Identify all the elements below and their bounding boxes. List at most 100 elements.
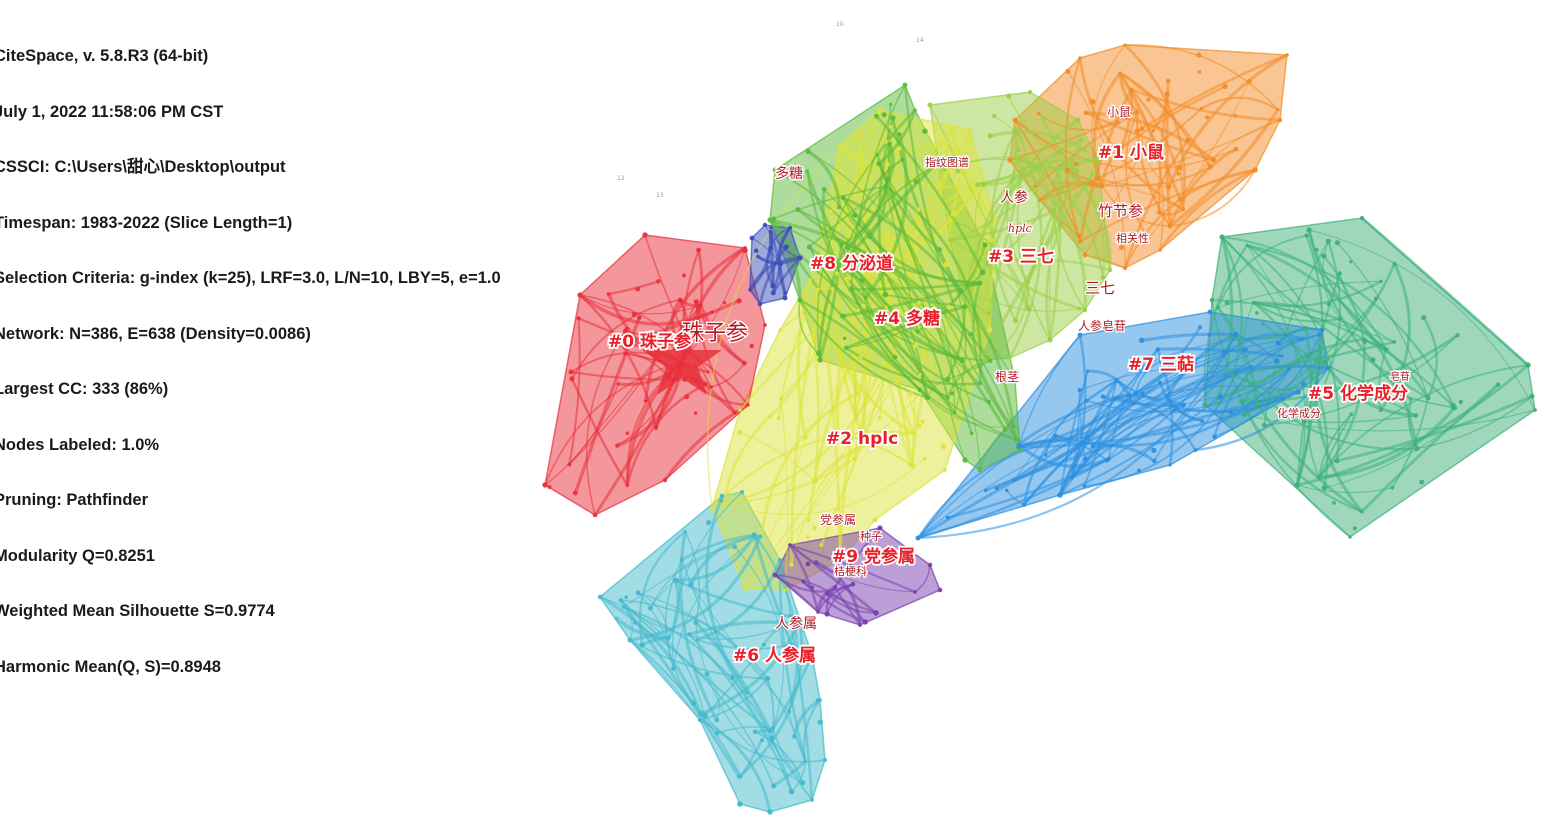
network-node[interactable] <box>631 311 637 317</box>
network-node[interactable] <box>679 557 684 563</box>
network-node[interactable] <box>547 485 552 489</box>
network-node[interactable] <box>955 168 961 174</box>
network-node[interactable] <box>1228 335 1233 340</box>
network-node[interactable] <box>572 490 578 496</box>
network-node[interactable] <box>1167 223 1173 229</box>
network-node[interactable] <box>1285 53 1289 57</box>
network-node[interactable] <box>787 225 793 231</box>
network-node[interactable] <box>801 579 806 584</box>
network-node[interactable] <box>838 558 842 562</box>
network-node[interactable] <box>1451 404 1458 411</box>
network-node[interactable] <box>1317 332 1322 337</box>
network-node[interactable] <box>732 410 738 415</box>
network-node[interactable] <box>1012 318 1019 324</box>
network-node[interactable] <box>732 544 737 550</box>
network-node[interactable] <box>1002 427 1008 432</box>
network-node[interactable] <box>1014 127 1019 132</box>
network-node[interactable] <box>683 530 687 534</box>
network-node[interactable] <box>857 131 862 136</box>
network-node[interactable] <box>679 298 683 302</box>
network-node[interactable] <box>922 457 927 461</box>
network-node[interactable] <box>622 328 628 334</box>
network-node[interactable] <box>1106 456 1112 462</box>
network-node[interactable] <box>982 242 988 248</box>
network-node[interactable] <box>805 561 811 567</box>
network-node[interactable] <box>690 700 697 706</box>
network-node[interactable] <box>1207 164 1213 170</box>
network-node[interactable] <box>1228 410 1234 415</box>
cluster-label-9[interactable]: #9 党参属 <box>830 544 917 569</box>
network-node[interactable] <box>1222 83 1228 89</box>
network-node[interactable] <box>769 225 773 230</box>
network-node[interactable] <box>1135 109 1140 114</box>
network-node[interactable] <box>837 142 843 148</box>
network-node[interactable] <box>1139 337 1145 343</box>
network-node[interactable] <box>693 299 699 305</box>
network-node[interactable] <box>1165 395 1170 400</box>
network-node[interactable] <box>958 288 964 294</box>
network-node[interactable] <box>1156 210 1162 215</box>
network-node[interactable] <box>770 290 776 296</box>
network-node[interactable] <box>1122 265 1128 271</box>
network-node[interactable] <box>848 286 855 292</box>
network-node[interactable] <box>701 712 707 718</box>
network-node[interactable] <box>1210 157 1217 163</box>
network-node[interactable] <box>885 176 891 182</box>
network-node[interactable] <box>625 431 629 435</box>
network-node[interactable] <box>726 325 732 331</box>
network-node[interactable] <box>1158 248 1162 252</box>
network-node[interactable] <box>1325 238 1331 244</box>
network-node[interactable] <box>783 291 788 295</box>
network-node[interactable] <box>1304 354 1309 358</box>
network-node[interactable] <box>867 234 873 240</box>
network-node[interactable] <box>1040 115 1045 121</box>
network-node[interactable] <box>1219 234 1225 240</box>
network-node[interactable] <box>909 462 915 469</box>
network-node[interactable] <box>887 141 892 147</box>
network-node[interactable] <box>942 168 946 172</box>
network-node[interactable] <box>913 342 919 348</box>
network-node[interactable] <box>721 501 727 507</box>
network-node[interactable] <box>1222 354 1226 358</box>
network-node[interactable] <box>779 396 784 402</box>
network-node[interactable] <box>576 316 581 321</box>
network-node[interactable] <box>1349 412 1354 417</box>
network-node[interactable] <box>844 276 850 282</box>
cluster-label-5[interactable]: #5 化学成分 <box>1306 381 1410 406</box>
network-node[interactable] <box>1185 137 1191 143</box>
network-node[interactable] <box>815 287 821 292</box>
network-node[interactable] <box>1332 501 1336 505</box>
network-node[interactable] <box>943 468 947 472</box>
network-node[interactable] <box>962 457 968 463</box>
network-node[interactable] <box>1277 117 1283 123</box>
network-node[interactable] <box>742 247 748 254</box>
network-node[interactable] <box>1100 275 1106 281</box>
network-node[interactable] <box>982 357 988 363</box>
network-node[interactable] <box>808 278 812 282</box>
network-node[interactable] <box>642 232 648 238</box>
network-node[interactable] <box>840 195 846 200</box>
network-node[interactable] <box>797 297 803 303</box>
network-node[interactable] <box>918 259 924 265</box>
network-node[interactable] <box>811 335 816 340</box>
network-node[interactable] <box>829 287 834 291</box>
network-node[interactable] <box>945 395 950 400</box>
network-node[interactable] <box>1037 164 1043 170</box>
network-node[interactable] <box>792 734 797 739</box>
network-node[interactable] <box>654 425 659 430</box>
network-node[interactable] <box>695 638 699 642</box>
network-node[interactable] <box>662 477 668 483</box>
network-node[interactable] <box>757 534 763 539</box>
network-node[interactable] <box>962 304 968 310</box>
network-node[interactable] <box>876 160 882 167</box>
network-node[interactable] <box>623 351 627 356</box>
network-node[interactable] <box>789 642 794 647</box>
network-node[interactable] <box>1129 87 1134 92</box>
network-node[interactable] <box>742 360 747 366</box>
keyword-label[interactable]: 人参 <box>999 188 1030 208</box>
network-node[interactable] <box>840 313 846 319</box>
network-node[interactable] <box>856 221 861 226</box>
star-hub-node[interactable] <box>642 322 722 395</box>
network-node[interactable] <box>1303 325 1308 331</box>
